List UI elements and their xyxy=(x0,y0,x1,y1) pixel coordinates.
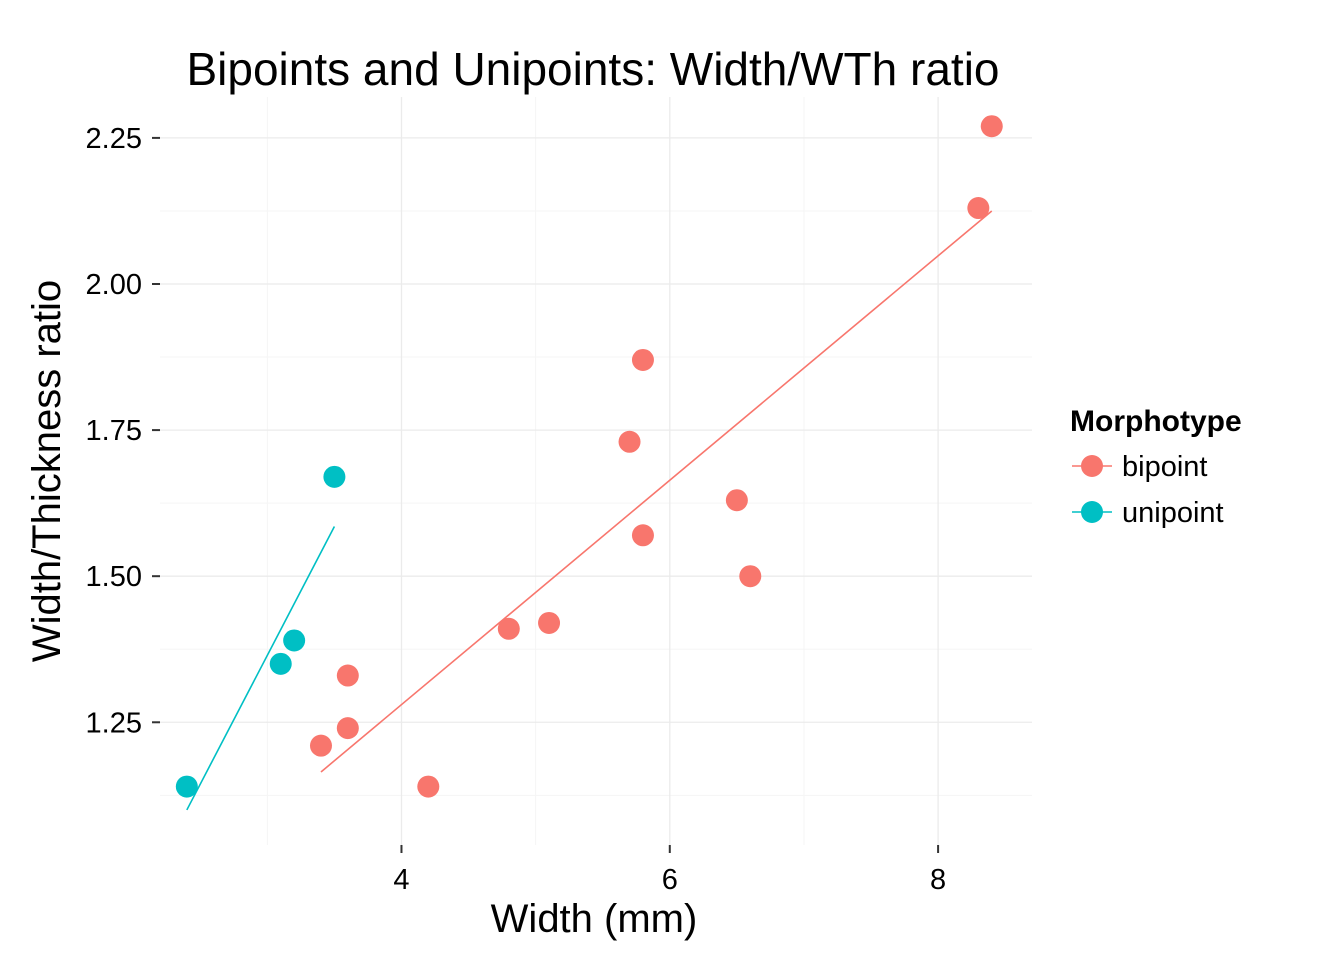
plot-panel xyxy=(160,97,1032,845)
legend: Morphotype bipoint unipoint xyxy=(1070,405,1242,529)
legend-key-marker xyxy=(1081,455,1103,477)
bipoint-point xyxy=(725,489,748,512)
fit-lines xyxy=(186,210,993,811)
bipoint-point xyxy=(336,717,359,740)
bipoint-point xyxy=(980,115,1003,138)
y-tick-label: 2.00 xyxy=(86,269,142,301)
x-axis-title: Width (mm) xyxy=(491,897,698,941)
bipoint-point xyxy=(967,197,990,220)
legend-label: unipoint xyxy=(1122,497,1224,529)
bipoint-fit-line xyxy=(320,210,993,773)
y-tick-label: 2.25 xyxy=(86,123,142,155)
data-points xyxy=(175,115,1003,798)
bipoint-point xyxy=(309,734,332,757)
unipoint-fit-line xyxy=(186,526,336,811)
unipoint-point xyxy=(283,629,306,652)
x-tick-label: 8 xyxy=(930,864,946,896)
x-axis: 4 6 8 xyxy=(393,845,946,896)
y-tick-label: 1.50 xyxy=(86,561,142,593)
x-tick-label: 4 xyxy=(393,864,409,896)
y-tick-label: 1.75 xyxy=(86,415,142,447)
bipoint-point xyxy=(497,617,520,640)
bipoint-point xyxy=(538,611,561,634)
bipoint-point xyxy=(631,348,654,371)
chart-title: Bipoints and Unipoints: Width/WTh ratio xyxy=(186,43,999,95)
unipoint-point xyxy=(269,652,292,675)
legend-items: bipoint unipoint xyxy=(1072,451,1224,529)
gridlines xyxy=(160,97,1032,845)
bipoint-point xyxy=(417,775,440,798)
legend-label: bipoint xyxy=(1122,451,1207,483)
x-tick-label: 6 xyxy=(662,864,678,896)
y-tick-label: 1.25 xyxy=(86,707,142,739)
bipoint-point xyxy=(618,430,641,453)
bipoint-point xyxy=(336,664,359,687)
bipoint-point xyxy=(631,524,654,547)
bipoint-point xyxy=(739,565,762,588)
unipoint-point xyxy=(175,775,198,798)
legend-key-marker xyxy=(1081,501,1103,523)
legend-title: Morphotype xyxy=(1070,405,1242,438)
plot-area xyxy=(160,97,1032,845)
unipoint-point xyxy=(323,465,346,488)
y-axis-title: Width/Thickness ratio xyxy=(25,280,69,662)
y-axis: 1.25 1.50 1.75 2.00 2.25 xyxy=(86,123,160,739)
